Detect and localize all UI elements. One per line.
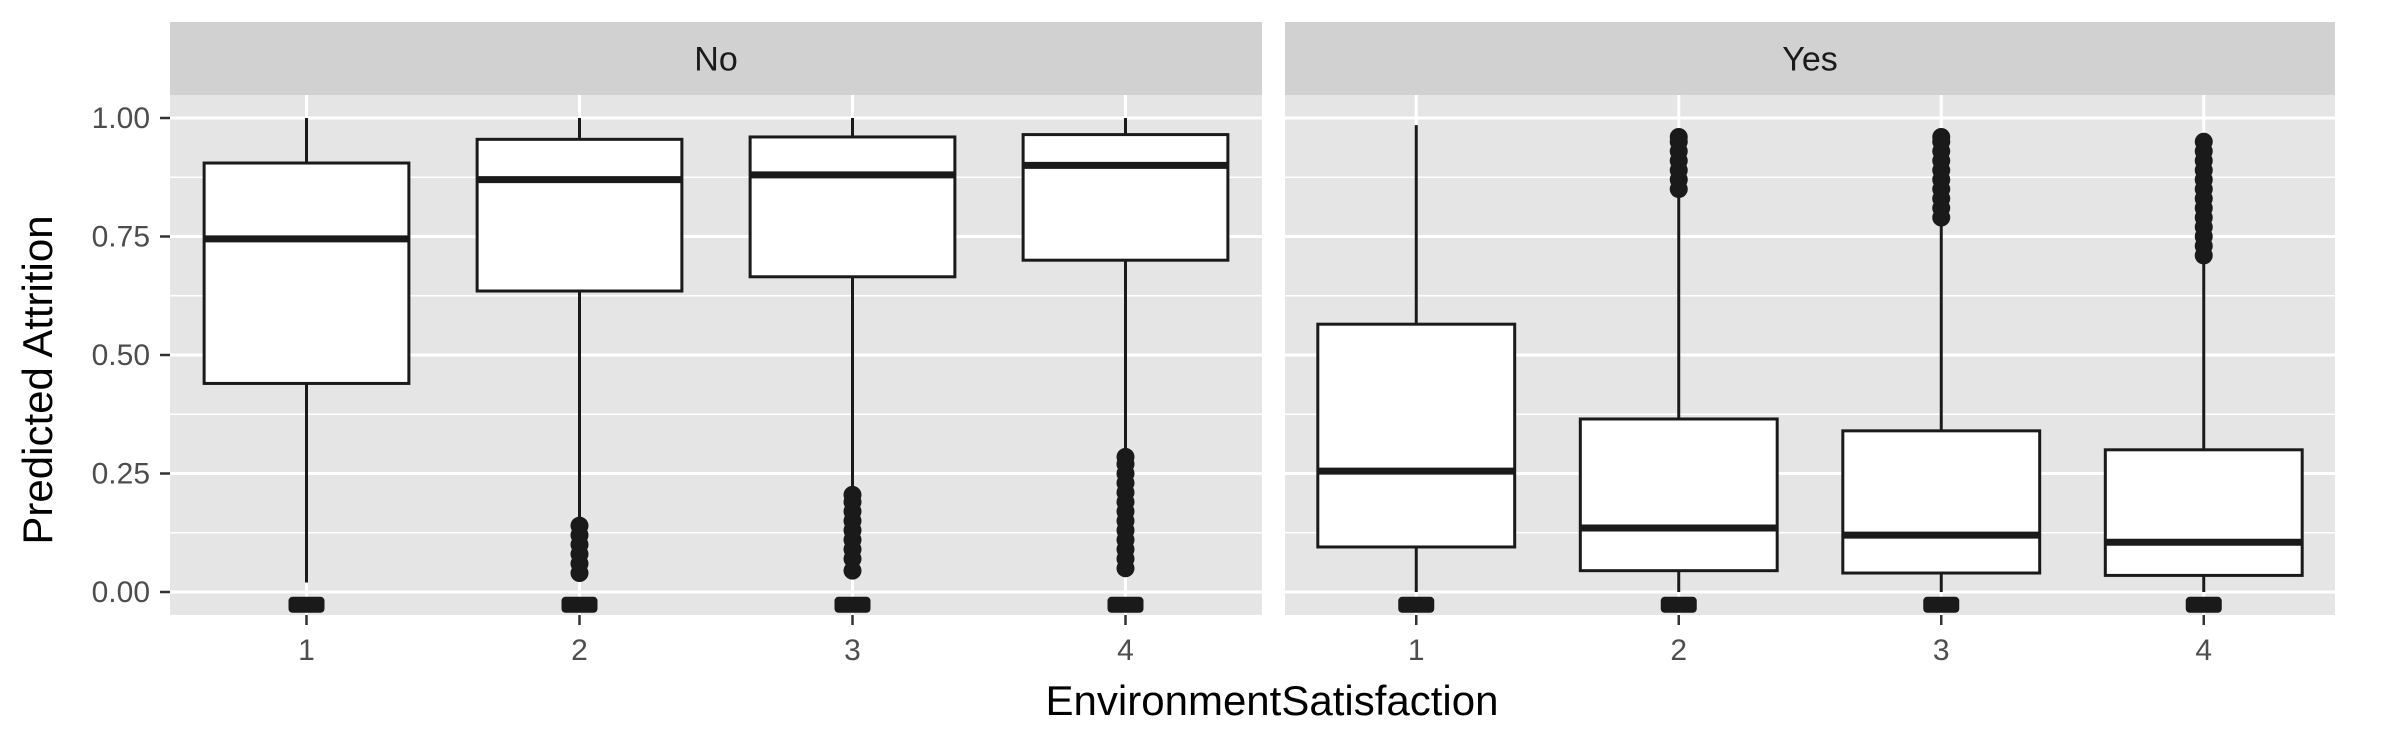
box-yes-4	[2103, 132, 2304, 613]
y-axis-title: Predicted Attrition	[14, 215, 61, 544]
outlier-point	[834, 596, 871, 613]
iqr-box	[202, 161, 411, 385]
iqr-box	[475, 137, 684, 293]
outlier-point	[1669, 127, 1688, 146]
iqr-box	[2103, 448, 2304, 577]
y-tick-label: 0.25	[92, 458, 150, 491]
y-tick-label: 0.00	[92, 576, 150, 609]
facet-strip-label: No	[694, 41, 737, 79]
outlier-point	[561, 596, 598, 613]
outlier-point	[843, 485, 862, 504]
iqr-box	[748, 135, 957, 279]
box-no-4	[1021, 118, 1230, 613]
facet-panel-yes: Yes 1 2 3 4	[1285, 22, 2335, 667]
y-tick-label: 0.50	[92, 339, 150, 372]
y-tick-label: 0.75	[92, 221, 150, 254]
iqr-box	[1316, 322, 1517, 549]
facets: No 1 2 3 4 Yes 1 2 3 4	[170, 22, 2335, 667]
x-tick-label: 1	[298, 634, 315, 667]
box-no-3	[748, 118, 957, 613]
outlier-point	[1923, 596, 1960, 613]
x-tick-label: 2	[571, 634, 588, 667]
y-axis: 0.00 0.25 0.50 0.75 1.00	[92, 102, 170, 609]
facet-strip	[170, 22, 1262, 95]
x-tick-label: 2	[1670, 634, 1687, 667]
box-yes-3	[1841, 127, 2042, 613]
outlier-point	[1932, 127, 1951, 146]
outlier-point	[288, 596, 325, 613]
x-tick-label: 4	[1117, 634, 1134, 667]
outlier-point	[2194, 132, 2213, 151]
box-no-2	[475, 118, 684, 613]
iqr-box	[1841, 429, 2042, 575]
iqr-box	[1021, 133, 1230, 262]
outlier-point	[1107, 596, 1144, 613]
x-tick-label: 3	[1933, 634, 1950, 667]
x-tick-label: 3	[844, 634, 861, 667]
box-yes-1	[1316, 125, 1517, 613]
box-yes-2	[1578, 127, 1779, 613]
outlier-point	[1398, 596, 1435, 613]
outlier-point	[1660, 596, 1697, 613]
facet-strip-label: Yes	[1782, 41, 1837, 79]
facet-strip	[1285, 22, 2335, 95]
x-tick-label: 4	[2195, 634, 2212, 667]
box-no-1	[202, 118, 411, 613]
facet-panel-no: No 1 2 3 4	[170, 22, 1262, 667]
outlier-point	[2185, 596, 2222, 613]
iqr-box	[1578, 417, 1779, 573]
y-tick-label: 1.00	[92, 102, 150, 135]
x-axis-title: EnvironmentSatisfaction	[1046, 677, 1499, 724]
x-tick-label: 1	[1408, 634, 1425, 667]
outlier-point	[570, 516, 589, 535]
outlier-point	[1116, 447, 1135, 466]
